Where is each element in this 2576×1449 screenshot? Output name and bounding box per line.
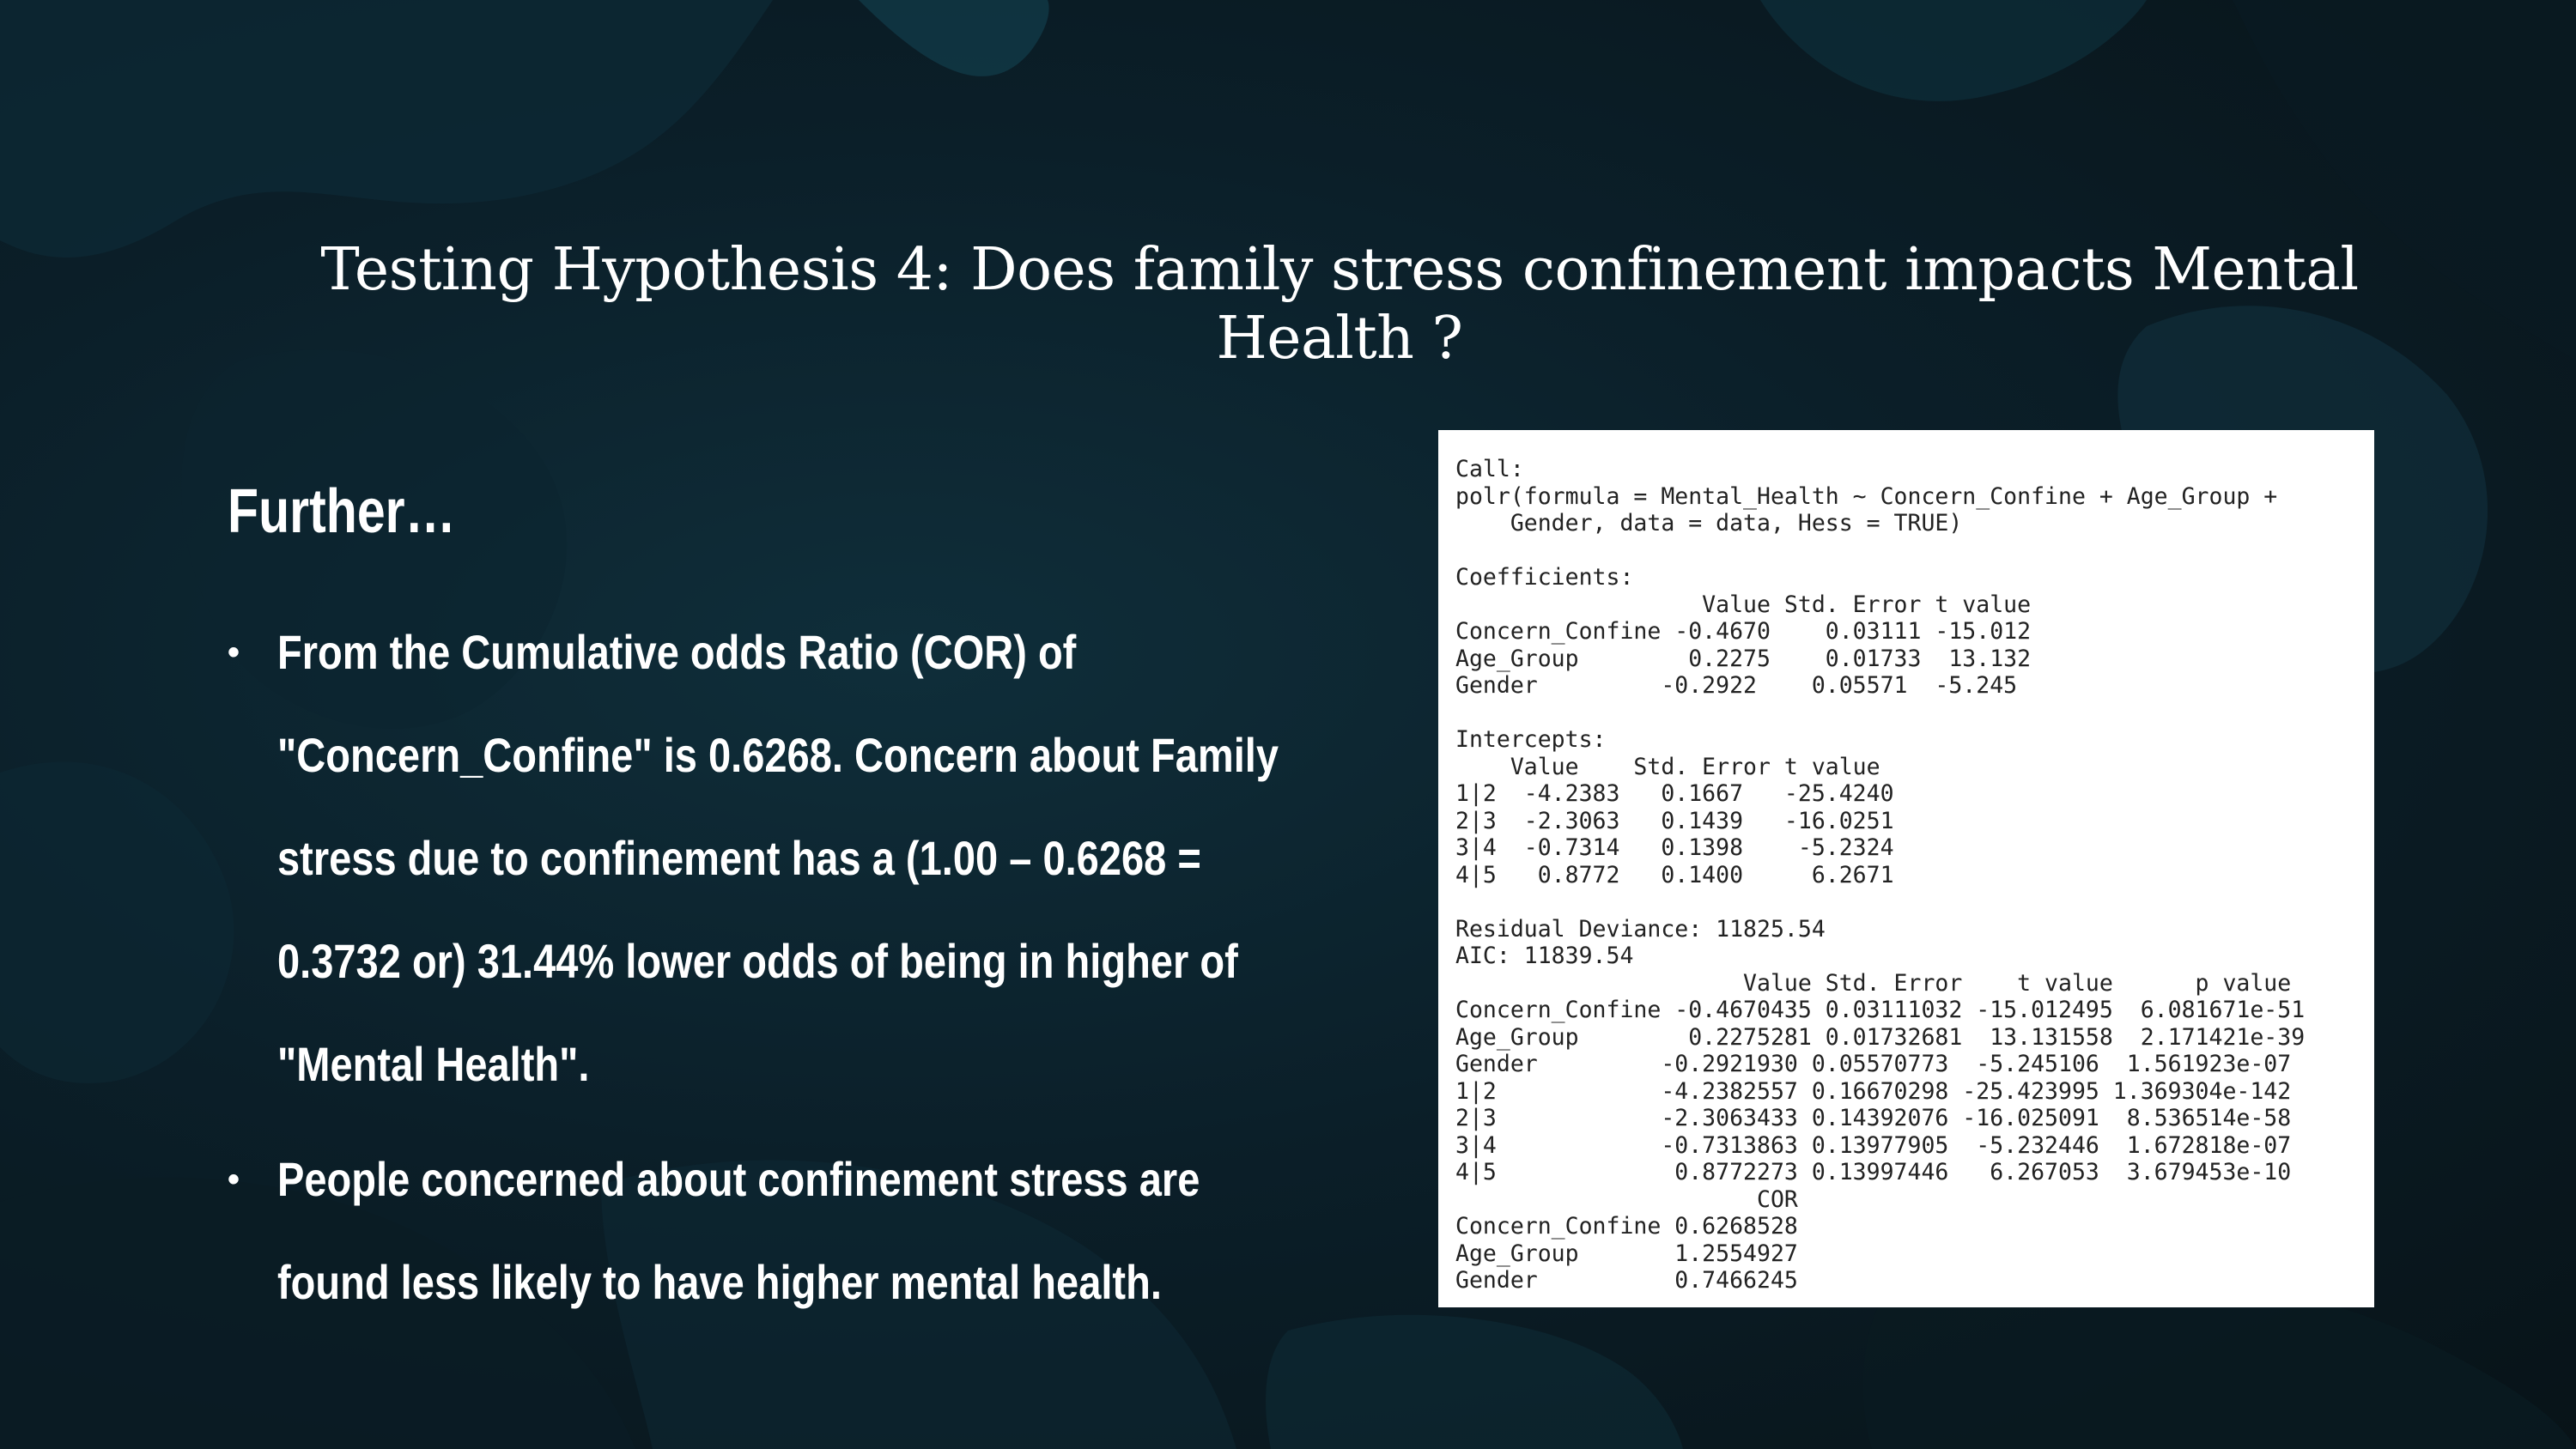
r-output-screenshot: Call: polr(formula = Mental_Health ~ Con… xyxy=(1438,430,2374,1307)
code-line: Intercepts: xyxy=(1455,726,1607,753)
bullet-item: • From the Cumulative odds Ratio (COR) o… xyxy=(228,601,1327,1116)
code-line: AIC: 11839.54 xyxy=(1455,943,1634,969)
slide-title: Testing Hypothesis 4: Does family stress… xyxy=(258,236,2421,373)
code-line: Gender -0.2921930 0.05570773 -5.245106 1… xyxy=(1455,1051,2292,1077)
code-line: Value Std. Error t value xyxy=(1455,591,2032,618)
bullet-marker: • xyxy=(228,634,240,671)
code-line: 4|5 0.8772273 0.13997446 6.267053 3.6794… xyxy=(1455,1159,2292,1185)
code-line: Age_Group 0.2275281 0.01732681 13.131558… xyxy=(1455,1023,2306,1051)
code-line: 1|2 -4.2383 0.1667 -25.4240 xyxy=(1455,780,1894,807)
code-line: polr(formula = Mental_Health ~ Concern_C… xyxy=(1455,482,2278,510)
code-line xyxy=(1455,537,2374,565)
code-line: Residual Deviance: 11825.54 xyxy=(1455,915,1826,943)
code-line: 2|3 -2.3063433 0.14392076 -16.025091 8.5… xyxy=(1455,1105,2292,1131)
bullet-item: • People concerned about confinement str… xyxy=(228,1128,1327,1334)
slide-title-line-2: Health ? xyxy=(1216,305,1463,373)
code-line xyxy=(1455,888,2374,916)
bullet-list: • From the Cumulative odds Ratio (COR) o… xyxy=(228,601,1327,1346)
code-line: Value Std. Error t value p value xyxy=(1455,969,2292,997)
code-line: Gender -0.2922 0.05571 -5.245 xyxy=(1455,672,2018,699)
code-line: Age_Group 0.2275 0.01733 13.132 xyxy=(1455,645,2032,672)
code-line: Age_Group 1.2554927 xyxy=(1455,1240,1798,1267)
code-line: COR xyxy=(1455,1185,1798,1213)
code-line: Coefficients: xyxy=(1455,564,1634,591)
code-line: 3|4 -0.7313863 0.13977905 -5.232446 1.67… xyxy=(1455,1131,2292,1159)
code-line: 1|2 -4.2382557 0.16670298 -25.423995 1.3… xyxy=(1455,1077,2292,1105)
slide-title-line-1: Testing Hypothesis 4: Does family stress… xyxy=(320,236,2359,304)
code-line xyxy=(1455,700,2374,727)
code-line: Gender 0.7466245 xyxy=(1455,1267,1798,1294)
code-line: Gender, data = data, Hess = TRUE) xyxy=(1455,510,1963,537)
code-line: 4|5 0.8772 0.1400 6.2671 xyxy=(1455,861,1894,888)
bullet-text: From the Cumulative odds Ratio (COR) of … xyxy=(277,625,1279,1091)
code-line: Value Std. Error t value xyxy=(1455,753,1880,780)
bullet-marker: • xyxy=(228,1161,240,1198)
code-line: Call: xyxy=(1455,456,1524,482)
code-line: 2|3 -2.3063 0.1439 -16.0251 xyxy=(1455,807,1894,834)
code-line: 3|4 -0.7314 0.1398 -5.2324 xyxy=(1455,834,1894,861)
code-line: Concern_Confine 0.6268528 xyxy=(1455,1213,1798,1240)
code-line: Concern_Confine -0.4670435 0.03111032 -1… xyxy=(1455,997,2306,1023)
bullet-text: People concerned about confinement stres… xyxy=(277,1152,1200,1309)
code-line: Concern_Confine -0.4670 0.03111 -15.012 xyxy=(1455,618,2032,645)
subheading: Further… xyxy=(228,477,456,546)
